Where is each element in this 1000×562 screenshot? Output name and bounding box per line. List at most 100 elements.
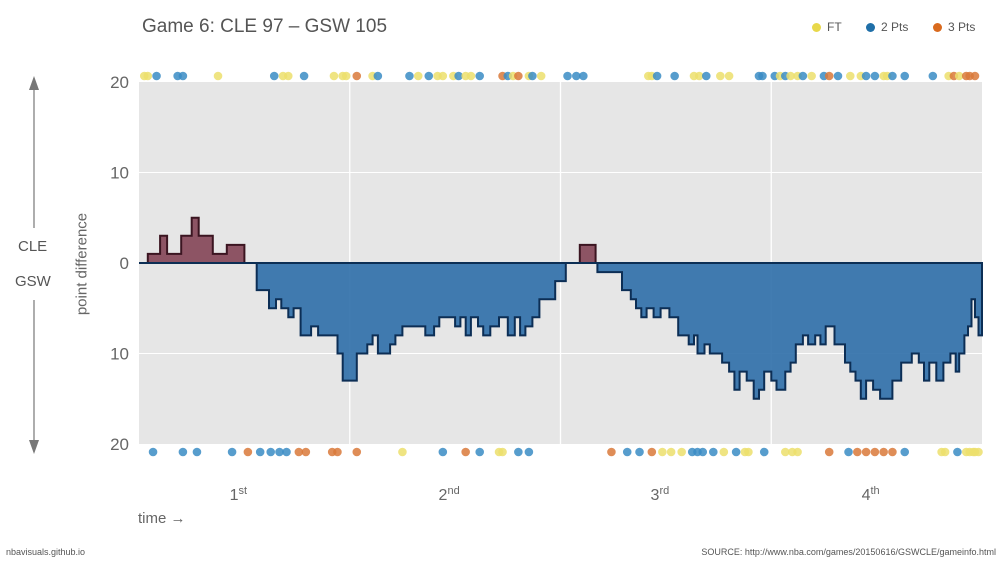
y-tick-label: 20 bbox=[110, 435, 129, 454]
gsw-score-dot bbox=[744, 447, 753, 457]
cle-score-dot bbox=[536, 71, 546, 81]
gsw-score-dot bbox=[731, 447, 741, 457]
quarter-label: 1st bbox=[230, 485, 247, 504]
gsw-score-dot bbox=[870, 447, 880, 457]
gsw-score-dot bbox=[666, 447, 676, 457]
quarter-label: 4th bbox=[862, 485, 880, 504]
cle-score-dot bbox=[833, 71, 843, 81]
cle-score-dot bbox=[454, 71, 463, 81]
gsw-score-dot bbox=[719, 447, 729, 457]
gsw-score-dot bbox=[438, 447, 448, 457]
gsw-score-dot bbox=[294, 447, 304, 457]
cle-score-dot bbox=[213, 71, 223, 81]
cle-score-dot bbox=[694, 71, 704, 81]
source-credit: SOURCE: http://www.nba.com/games/2015061… bbox=[701, 547, 996, 557]
legend-3pts: 3 Pts bbox=[933, 20, 975, 34]
gsw-score-dot bbox=[940, 447, 950, 457]
gsw-score-dot bbox=[301, 447, 311, 457]
cle-score-dot bbox=[861, 71, 871, 81]
gsw-score-dot bbox=[622, 447, 632, 457]
cle-score-dot bbox=[405, 71, 414, 81]
y-tick-label: 10 bbox=[110, 345, 129, 364]
up-arrow-icon bbox=[29, 76, 39, 90]
y-tick-label: 0 bbox=[120, 254, 129, 273]
cle-score-dot bbox=[798, 71, 808, 81]
team-label-cle: CLE bbox=[18, 238, 48, 255]
legend-3pts-label: 3 Pts bbox=[948, 20, 976, 34]
cle-score-dot bbox=[341, 71, 351, 81]
gsw-score-dot bbox=[759, 447, 769, 457]
cle-score-dot bbox=[352, 71, 362, 81]
y-axis-label: point difference bbox=[73, 212, 91, 316]
gsw-score-dot bbox=[227, 447, 237, 457]
gsw-score-dot bbox=[953, 447, 962, 457]
cle-score-dot bbox=[807, 71, 816, 81]
gsw-lead-area bbox=[139, 262, 983, 400]
cle-score-dot bbox=[572, 71, 581, 81]
gsw-score-dot bbox=[607, 447, 616, 457]
legend-2pts-label: 2 Pts bbox=[881, 20, 909, 34]
legend-ft: FT bbox=[812, 20, 842, 34]
gsw-score-dot bbox=[148, 447, 158, 457]
gsw-score-dot bbox=[781, 447, 790, 457]
gsw-score-dot bbox=[888, 447, 897, 457]
cle-score-dot bbox=[528, 71, 537, 81]
gsw-score-dot bbox=[698, 447, 708, 457]
gsw-score-dot bbox=[524, 447, 534, 457]
gsw-score-dot bbox=[900, 447, 910, 457]
cle-score-dot bbox=[329, 71, 339, 81]
cle-score-dot bbox=[758, 71, 767, 81]
cle-score-dot bbox=[701, 71, 711, 81]
gsw-score-dot bbox=[635, 447, 644, 457]
cle-score-dot bbox=[724, 71, 734, 81]
legend-2pts: 2 Pts bbox=[866, 20, 908, 34]
gsw-score-dot bbox=[658, 447, 667, 457]
cle-score-dot bbox=[845, 71, 855, 81]
cle-score-dot bbox=[954, 71, 964, 81]
down-arrow-icon bbox=[29, 440, 39, 454]
cle-score-dot bbox=[652, 71, 662, 81]
gsw-score-dot bbox=[853, 447, 862, 457]
cle-score-dot bbox=[466, 71, 476, 81]
cle-score-dot bbox=[143, 71, 153, 81]
gsw-score-dot bbox=[498, 447, 507, 457]
cle-score-dot bbox=[299, 71, 309, 81]
legend-ft-label: FT bbox=[827, 20, 842, 34]
cle-score-dot bbox=[900, 71, 910, 81]
gsw-score-dot bbox=[708, 447, 718, 457]
cle-score-dot bbox=[670, 71, 679, 81]
x-axis-label: time → bbox=[138, 510, 186, 527]
cle-score-dot bbox=[283, 71, 293, 81]
gsw-score-dot bbox=[677, 447, 686, 457]
cle-score-dot bbox=[178, 71, 188, 81]
cle-score-dot bbox=[413, 71, 423, 81]
cle-score-dot bbox=[970, 71, 980, 81]
gsw-score-dot bbox=[192, 447, 202, 457]
quarter-label: 3rd bbox=[651, 485, 670, 504]
cle-score-dot bbox=[928, 71, 938, 81]
gsw-score-dot bbox=[243, 447, 253, 457]
cle-score-dot bbox=[786, 71, 795, 81]
cle-score-dot bbox=[824, 71, 834, 81]
gsw-score-dot bbox=[793, 447, 802, 457]
gsw-score-dot bbox=[255, 447, 265, 457]
gsw-score-dot bbox=[461, 447, 470, 457]
2pts-legend-dot bbox=[866, 22, 875, 32]
cle-score-dot bbox=[514, 71, 523, 81]
3pts-legend-dot bbox=[933, 22, 942, 32]
cle-score-dot bbox=[716, 71, 725, 81]
quarter-label: 2nd bbox=[439, 485, 460, 504]
gsw-score-dot bbox=[514, 447, 523, 457]
cle-score-dot bbox=[870, 71, 880, 81]
cle-score-dot bbox=[579, 71, 588, 81]
cle-score-dot bbox=[475, 71, 485, 81]
ft-legend-dot bbox=[812, 22, 821, 32]
team-label-gsw: GSW bbox=[15, 273, 51, 290]
gsw-score-dot bbox=[178, 447, 188, 457]
gsw-score-dot bbox=[275, 447, 284, 457]
gsw-score-dot bbox=[647, 447, 657, 457]
cle-score-dot bbox=[269, 71, 279, 81]
cle-score-dot bbox=[373, 71, 383, 81]
chart-title: Game 6: CLE 97 – GSW 105 bbox=[142, 16, 388, 37]
